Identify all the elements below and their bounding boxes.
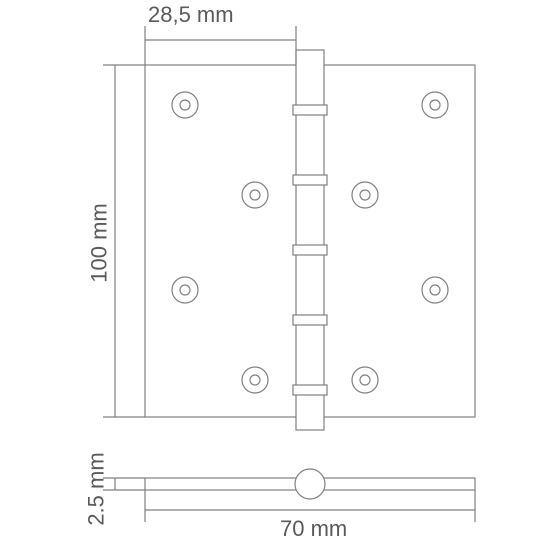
dim-total-width: 70 mm xyxy=(280,516,347,542)
dim-height: 100 mm xyxy=(87,203,113,282)
hinge-diagram xyxy=(0,0,551,551)
dim-leaf-width: 28,5 mm xyxy=(148,2,234,28)
dim-thickness: 2.5 mm xyxy=(84,452,110,525)
